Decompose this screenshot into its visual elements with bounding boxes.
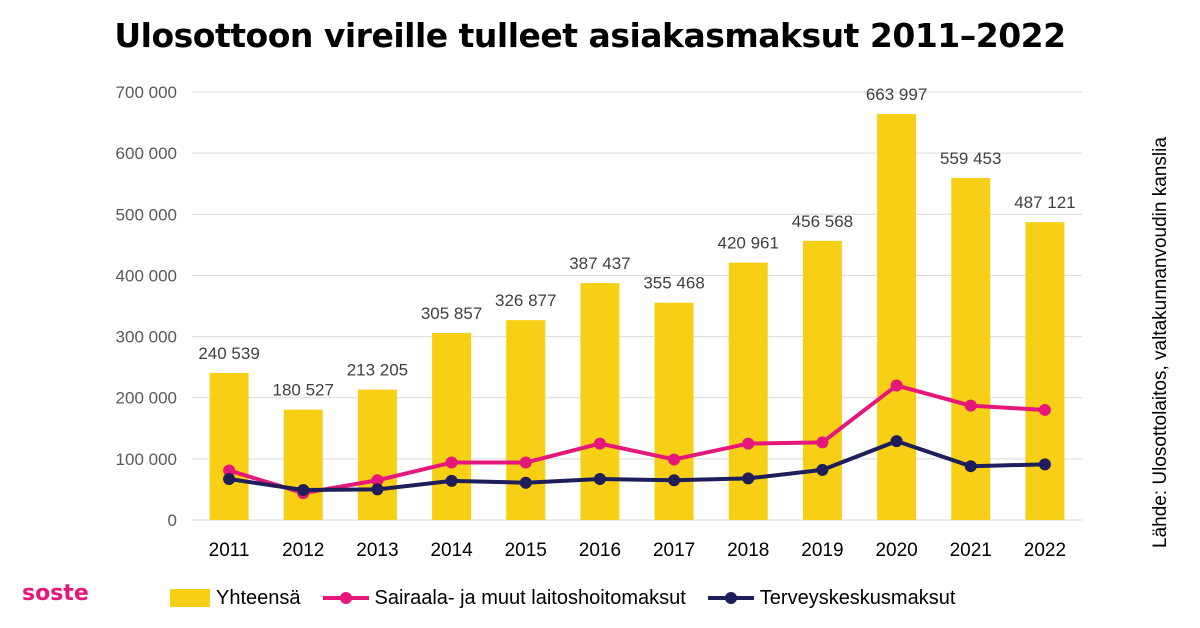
y-tick-label: 100 000: [116, 450, 177, 469]
bar-2013: [357, 389, 397, 520]
legend-label-total: Yhteensä: [216, 586, 301, 609]
point-health-center-2019: [816, 463, 829, 476]
x-tick-label: 2019: [801, 540, 843, 561]
point-health-center-2022: [1038, 458, 1051, 471]
point-health-center-2013: [371, 483, 384, 496]
point-health-center-2016: [593, 473, 606, 486]
bar-data-label: 213 205: [347, 361, 408, 380]
bar-data-label: 180 527: [273, 381, 334, 400]
point-hospital-2016: [593, 437, 606, 450]
line-health-center: [228, 439, 1045, 493]
bar-data-labels: 240 539 180 527 213 205 305 857 326 877 387 4…: [198, 85, 1075, 400]
x-axis-ticks: 2011 2012 2013 2014 2015 2016 2017 2018 2019 2020…: [209, 540, 1066, 561]
point-hospital-2021: [964, 399, 977, 412]
point-hospital-2014: [445, 456, 458, 469]
legend-label-hospital: Sairaala- ja muut laitoshoitomaksut: [374, 586, 686, 609]
y-tick-label: 300 000: [116, 328, 177, 347]
bar-2012: [283, 409, 323, 520]
x-tick-label: 2020: [875, 540, 917, 561]
y-tick-label: 400 000: [116, 266, 177, 285]
point-health-center-2015: [519, 476, 532, 489]
point-health-center-2021: [964, 460, 977, 473]
bar-2019: [802, 240, 842, 520]
point-hospital-2013: [371, 474, 384, 487]
legend-swatch-health-center: [707, 589, 754, 607]
bar-2015: [506, 320, 546, 520]
point-hospital-2015: [519, 456, 532, 469]
bar-series: [209, 114, 1065, 521]
y-tick-label: 600 000: [116, 144, 177, 163]
point-health-center-2011: [223, 473, 236, 486]
bar-data-label: 240 539: [198, 344, 259, 363]
bar-data-label: 663 997: [866, 85, 927, 104]
bar-data-label: 420 961: [718, 234, 779, 253]
point-health-center-2020: [890, 435, 903, 448]
bar-data-label: 456 568: [792, 212, 853, 231]
bar-data-label: 387 437: [569, 254, 630, 273]
y-tick-label: 200 000: [116, 389, 177, 408]
legend: Yhteensä Sairaala- ja muut laitoshoitoma…: [170, 583, 977, 613]
point-hospital-2017: [668, 453, 681, 466]
y-axis-ticks: 0 100 000 200 000 300 000 400 000 500 000 600 …: [116, 83, 177, 530]
bar-2014: [432, 332, 472, 520]
bar-2020: [877, 114, 917, 521]
soste-logo: soste: [22, 581, 89, 606]
point-hospital-2020: [890, 379, 903, 392]
bar-data-label: 559 453: [940, 149, 1001, 168]
x-tick-label: 2012: [282, 540, 324, 561]
x-tick-label: 2011: [209, 540, 250, 561]
legend-item-total: Yhteensä: [170, 587, 301, 610]
x-tick-label: 2013: [356, 540, 398, 561]
point-health-center-2012: [297, 484, 310, 497]
point-health-center-2017: [668, 474, 681, 487]
point-health-center-2018: [742, 472, 755, 485]
point-hospital-2018: [742, 437, 755, 450]
y-tick-label: 700 000: [116, 83, 177, 102]
legend-label-health-center: Terveyskeskusmaksut: [759, 586, 956, 609]
x-tick-label: 2021: [950, 540, 992, 561]
line-series: [223, 379, 1051, 500]
bar-data-label: 305 857: [421, 304, 482, 323]
x-tick-label: 2022: [1024, 540, 1066, 561]
x-tick-label: 2018: [727, 540, 769, 561]
legend-item-hospital: Sairaala- ja muut laitoshoitomaksut: [322, 586, 686, 610]
legend-item-health-center: Terveyskeskusmaksut: [707, 586, 956, 610]
point-hospital-2022: [1038, 403, 1051, 416]
bar-data-label: 355 468: [643, 274, 704, 293]
bar-2017: [654, 302, 694, 520]
x-tick-label: 2014: [430, 540, 473, 561]
legend-swatch-total: [170, 589, 210, 607]
bar-2022: [1025, 222, 1065, 520]
source-note: Lähde: Ulosottolaitos, valtakunnanvoudin…: [1150, 137, 1171, 548]
gridlines: [192, 91, 1082, 521]
line-hospital: [228, 383, 1046, 496]
chart-title: Ulosottoon vireille tulleet asiakasmaksu…: [114, 16, 1066, 55]
point-hospital-2011: [223, 464, 236, 477]
bar-2011: [209, 372, 249, 520]
legend-swatch-hospital: [322, 589, 369, 607]
bar-data-label: 326 877: [495, 291, 556, 310]
y-tick-label: 500 000: [116, 205, 177, 224]
x-tick-label: 2017: [653, 540, 695, 561]
x-tick-label: 2016: [579, 540, 621, 561]
bar-data-label: 487 121: [1014, 193, 1075, 212]
point-hospital-2019: [816, 436, 829, 449]
x-tick-label: 2015: [505, 540, 547, 561]
y-tick-label: 0: [168, 511, 177, 530]
point-health-center-2014: [445, 474, 458, 487]
